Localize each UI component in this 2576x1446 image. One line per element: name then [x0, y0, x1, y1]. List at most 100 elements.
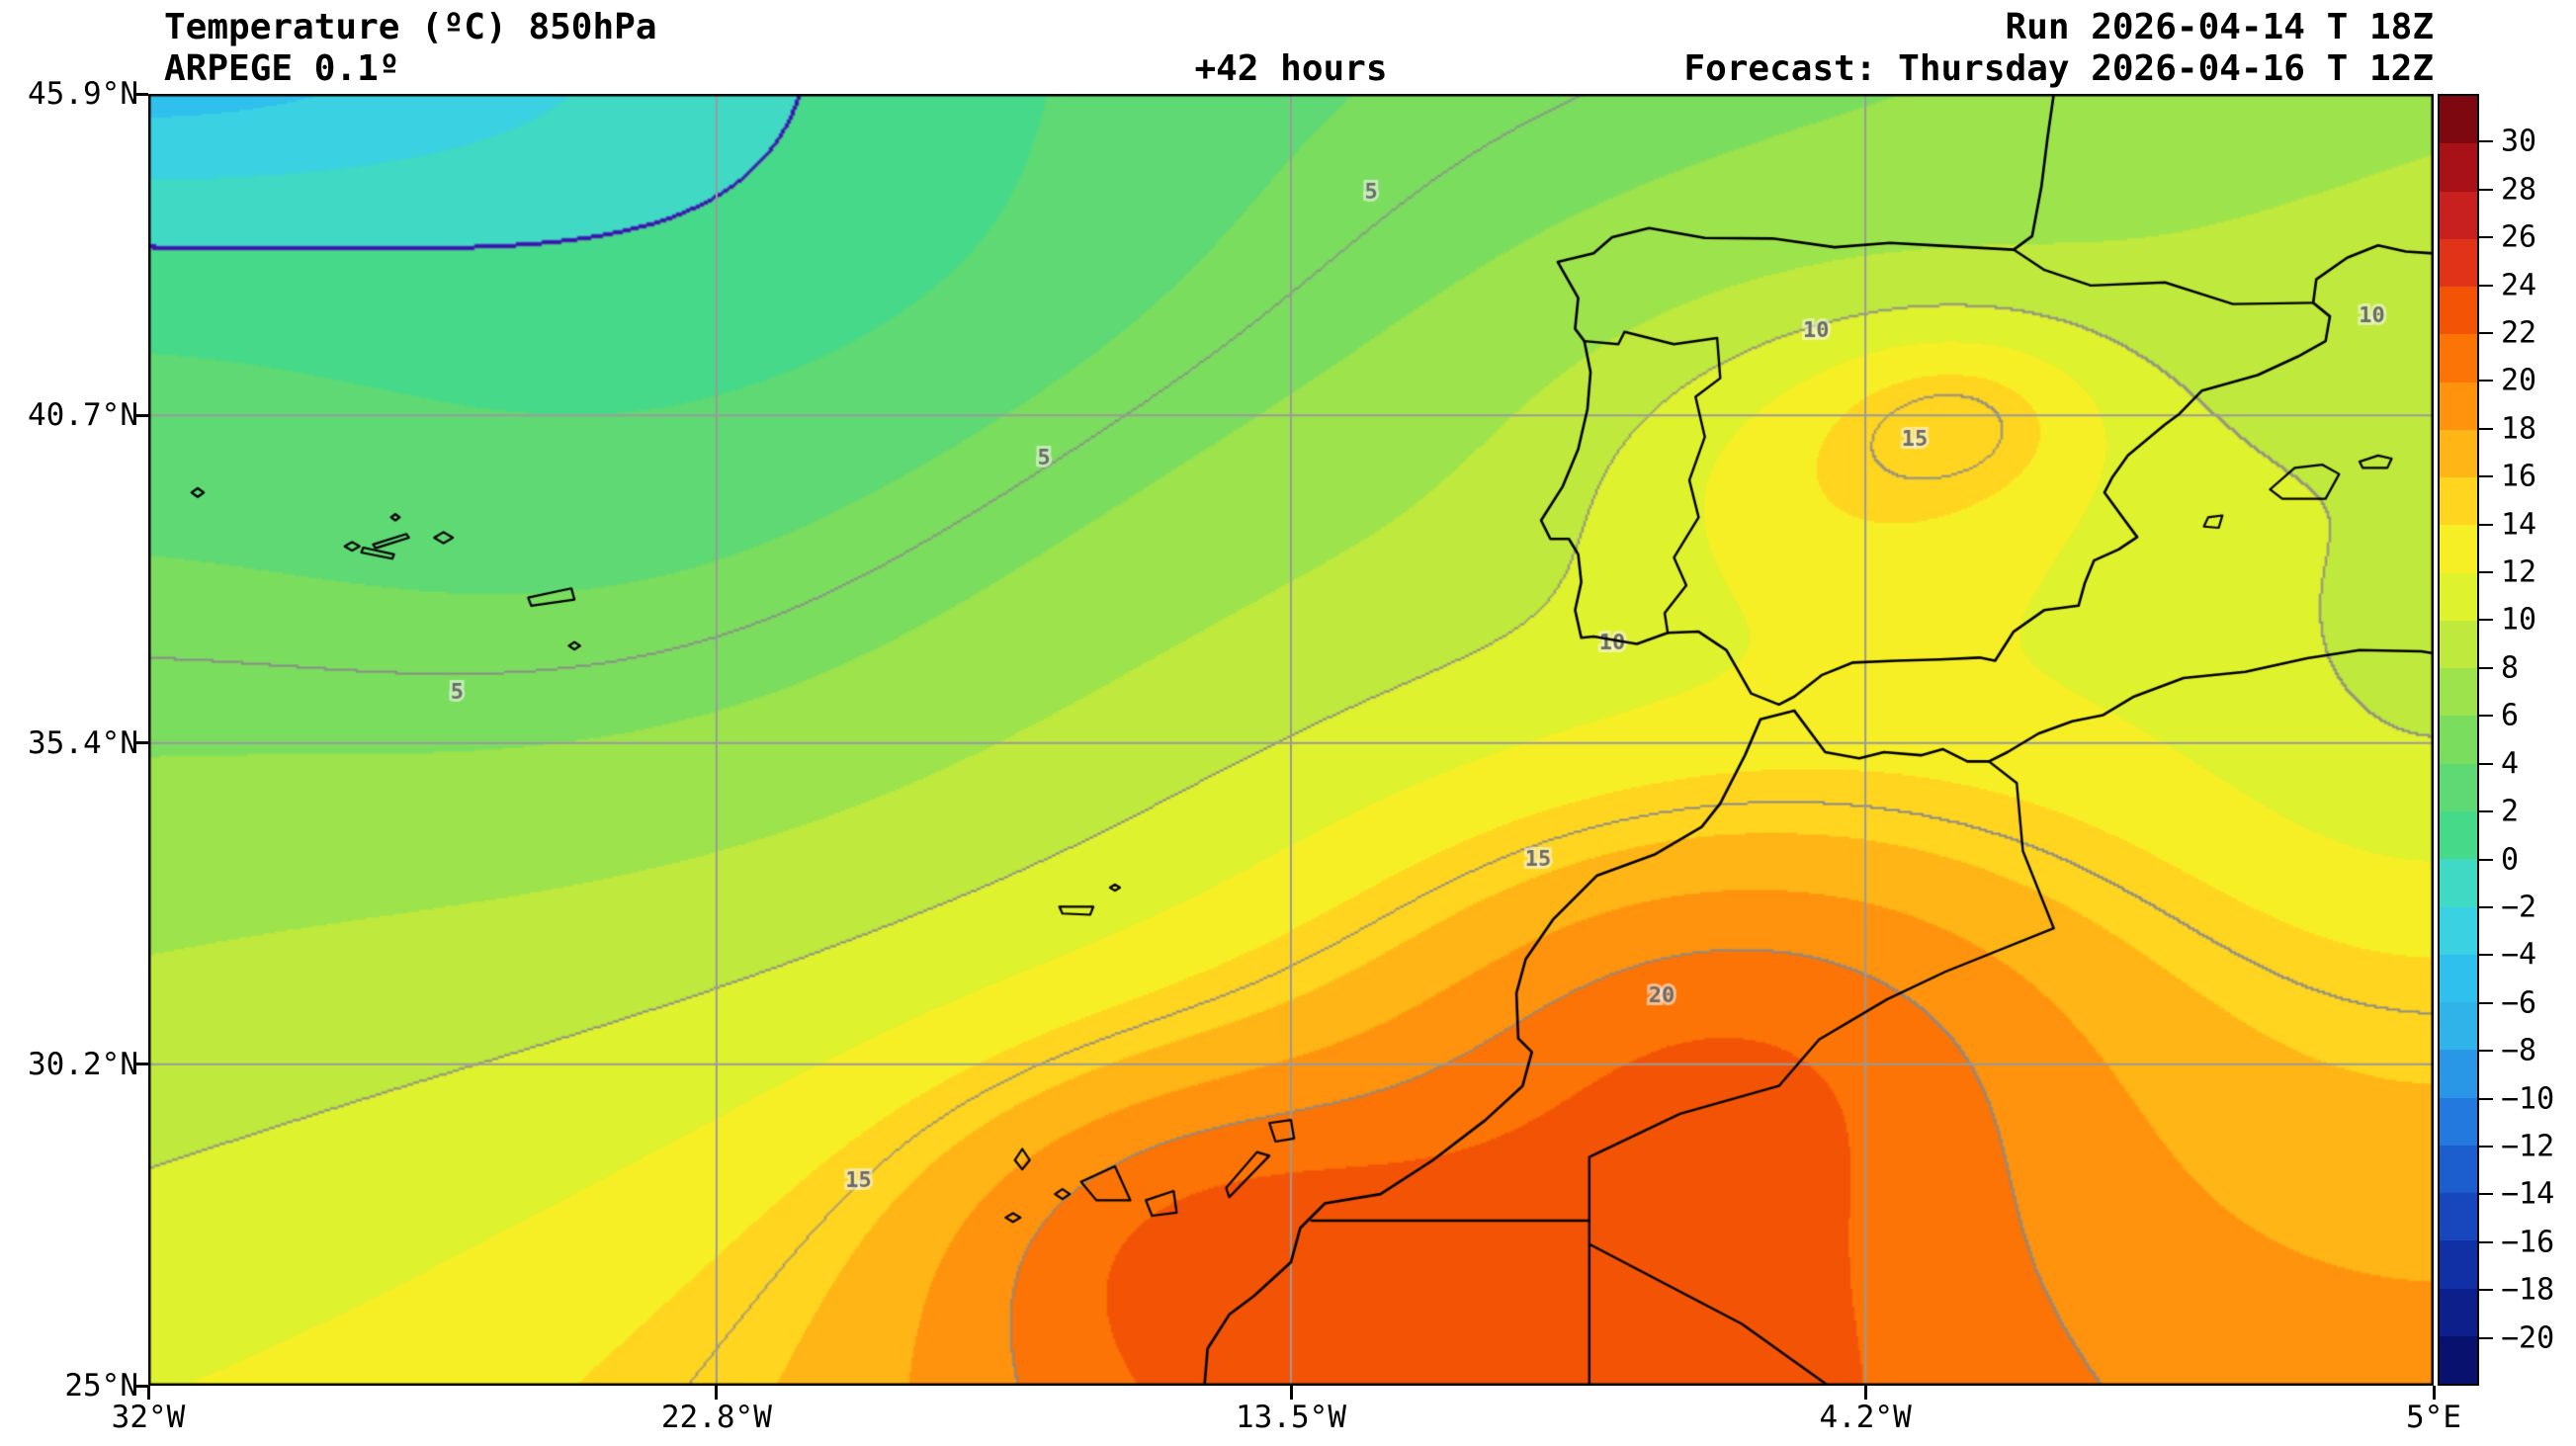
colorbar-tick: [2479, 1240, 2493, 1243]
lon-tick-label: 22.8°W: [660, 1400, 772, 1435]
colorbar-band: [2440, 906, 2477, 955]
lon-tick: [2432, 1386, 2436, 1400]
colorbar-tick: [2479, 1336, 2493, 1339]
colorbar-tick-label: 8: [2501, 650, 2520, 686]
colorbar-band: [2440, 143, 2477, 192]
colorbar-tick-label: 18: [2501, 411, 2537, 447]
colorbar-tick-label: 24: [2501, 268, 2537, 303]
colorbar-tick-label: −10: [2501, 1081, 2555, 1117]
colorbar-band: [2440, 1145, 2477, 1194]
colorbar-tick: [2479, 1289, 2493, 1292]
run-label: Run 2026-04-14 T 18Z: [2005, 7, 2434, 47]
colorbar-band: [2440, 620, 2477, 669]
colorbar-tick: [2479, 1193, 2493, 1196]
colorbar-band: [2440, 429, 2477, 478]
forecast-label: Forecast: Thursday 2026-04-16 T 12Z: [1683, 48, 2434, 89]
colorbar-tick: [2479, 284, 2493, 287]
colorbar-band: [2440, 1050, 2477, 1098]
colorbar-tick: [2479, 619, 2493, 622]
colorbar-tick-label: −8: [2501, 1033, 2537, 1068]
colorbar-band: [2440, 572, 2477, 621]
colorbar-tick-label: −4: [2501, 937, 2537, 973]
lon-tick: [715, 1386, 719, 1400]
lat-tick-label: 45.9°N: [28, 76, 138, 112]
lon-tick: [1863, 1386, 1867, 1400]
colorbar-band: [2440, 1002, 2477, 1051]
colorbar-band: [2440, 954, 2477, 1003]
colorbar-band: [2440, 287, 2477, 335]
colorbar-tick-label: 20: [2501, 363, 2537, 398]
colorbar-tick-label: 10: [2501, 602, 2537, 638]
lon-tick: [1289, 1386, 1293, 1400]
colorbar-tick-label: 0: [2501, 842, 2520, 878]
colorbar-band: [2440, 1240, 2477, 1289]
colorbar-tick-label: −18: [2501, 1272, 2555, 1308]
colorbar-tick-label: 30: [2501, 124, 2537, 159]
colorbar-tick-label: −14: [2501, 1176, 2555, 1212]
colorbar-tick: [2479, 954, 2493, 957]
colorbar-tick: [2479, 475, 2493, 478]
colorbar-tick-label: −6: [2501, 985, 2537, 1021]
map-canvas: [148, 94, 2434, 1386]
colorbar-tick-label: 14: [2501, 507, 2537, 543]
colorbar-tick-label: 12: [2501, 554, 2537, 590]
colorbar-tick: [2479, 1145, 2493, 1148]
colorbar-band: [2440, 668, 2477, 717]
colorbar-tick: [2479, 858, 2493, 861]
colorbar-tick: [2479, 140, 2493, 143]
lat-tick: [134, 413, 148, 417]
colorbar-band: [2440, 1335, 2477, 1385]
colorbar-band: [2440, 477, 2477, 526]
colorbar-tick-label: −20: [2501, 1320, 2555, 1356]
colorbar-tick: [2479, 1097, 2493, 1100]
lon-tick: [146, 1386, 150, 1400]
lon-tick-label: 32°W: [111, 1400, 186, 1435]
map-title: Temperature (ºC) 850hPa: [164, 7, 657, 47]
colorbar-tick-label: 4: [2501, 746, 2520, 782]
colorbar-band: [2440, 525, 2477, 573]
colorbar-tick: [2479, 666, 2493, 669]
colorbar-band: [2440, 716, 2477, 764]
lon-tick-label: 4.2°W: [1819, 1400, 1912, 1435]
lat-tick: [134, 1384, 148, 1388]
colorbar-tick: [2479, 1001, 2493, 1004]
colorbar-tick: [2479, 810, 2493, 813]
colorbar-tick: [2479, 332, 2493, 335]
colorbar-band: [2440, 1288, 2477, 1336]
colorbar-tick-label: 6: [2501, 698, 2520, 733]
lat-tick-label: 40.7°N: [28, 397, 138, 434]
lat-tick-label: 25°N: [64, 1368, 138, 1403]
colorbar-band: [2440, 96, 2477, 144]
colorbar-tick: [2479, 905, 2493, 908]
colorbar-band: [2440, 1097, 2477, 1146]
colorbar-tick-label: 22: [2501, 315, 2537, 351]
colorbar-band: [2440, 763, 2477, 811]
colorbar-tick: [2479, 523, 2493, 526]
colorbar-band: [2440, 1193, 2477, 1241]
colorbar-band: [2440, 191, 2477, 239]
colorbar-tick-label: 2: [2501, 794, 2520, 829]
colorbar-band: [2440, 859, 2477, 907]
colorbar-tick: [2479, 380, 2493, 383]
colorbar-band: [2440, 810, 2477, 860]
colorbar-tick: [2479, 1050, 2493, 1053]
colorbar-tick: [2479, 762, 2493, 765]
lon-tick-label: 13.5°W: [1236, 1400, 1346, 1435]
lon-tick-label: 5°E: [2406, 1400, 2461, 1435]
colorbar-band: [2440, 238, 2477, 288]
colorbar-tick-label: −2: [2501, 890, 2537, 925]
model-label: ARPEGE 0.1º: [164, 48, 400, 89]
colorbar-tick-label: 26: [2501, 219, 2537, 255]
colorbar-tick-label: 28: [2501, 172, 2537, 208]
colorbar-tick-label: −16: [2501, 1225, 2555, 1260]
colorbar-tick: [2479, 188, 2493, 191]
lat-tick-label: 30.2°N: [28, 1046, 138, 1082]
colorbar-tick: [2479, 715, 2493, 718]
lead-time-label: +42 hours: [1194, 48, 1388, 89]
colorbar-band: [2440, 382, 2477, 430]
colorbar-tick: [2479, 236, 2493, 239]
colorbar-band: [2440, 334, 2477, 383]
lat-tick: [134, 741, 148, 745]
lat-tick: [134, 92, 148, 96]
